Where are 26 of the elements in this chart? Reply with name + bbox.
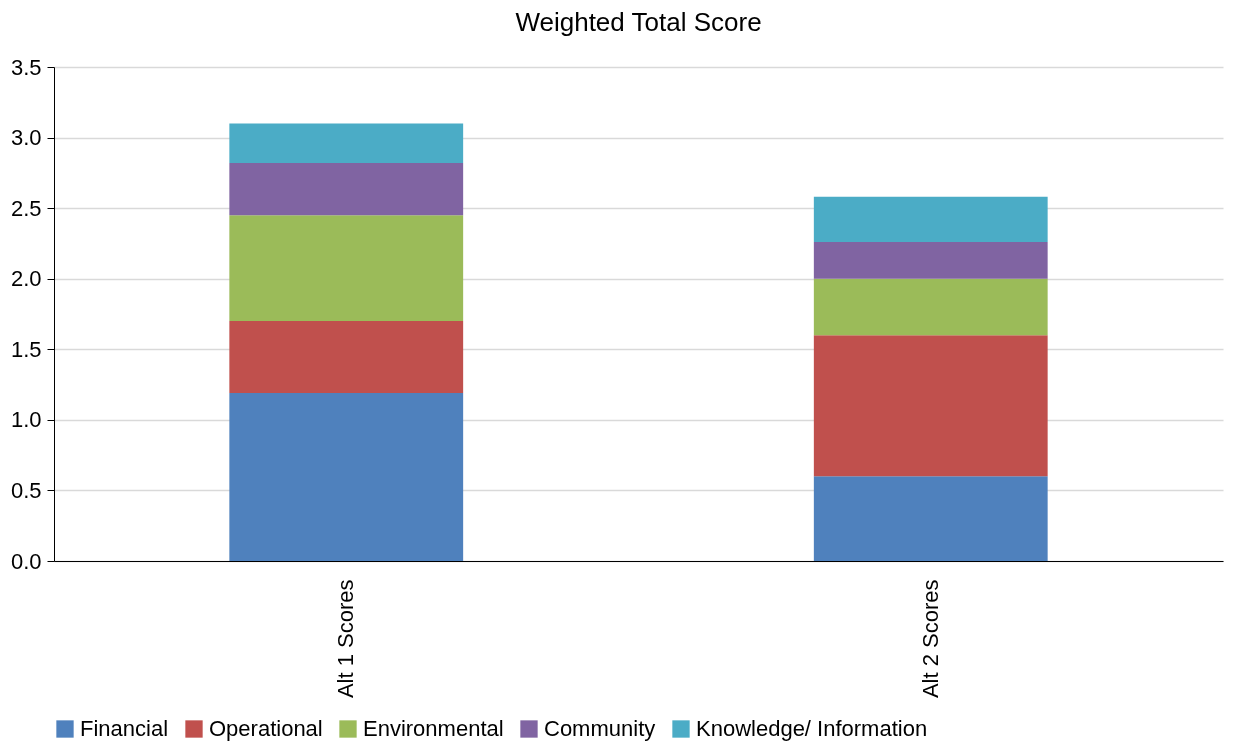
y-tick-label: 1.0 [10, 407, 42, 433]
legend-label: Environmental [363, 716, 504, 741]
legend-label: Financial [80, 716, 169, 741]
y-tick-label: 0.5 [10, 477, 42, 503]
y-tick-label: 3.5 [10, 54, 42, 80]
bar [813, 335, 1048, 477]
bar [229, 215, 464, 322]
legend-label: Knowledge/ Information [696, 716, 928, 741]
legend-label: Operational [209, 716, 323, 741]
bar [229, 321, 464, 394]
bar [813, 476, 1048, 561]
bar [813, 278, 1048, 336]
x-tick-label: Alt 1 Scores [333, 579, 359, 699]
legend-label: Community [544, 716, 656, 741]
y-tick-label: 2.5 [10, 195, 42, 221]
y-tick-label: 0.0 [10, 548, 42, 574]
bar [813, 242, 1048, 279]
bar [813, 196, 1048, 243]
y-tick-label: 3.0 [10, 125, 42, 151]
bar [229, 162, 464, 216]
bar [229, 393, 464, 561]
y-tick-label: 1.5 [10, 336, 42, 362]
x-tick-label: Alt 2 Scores [917, 579, 943, 699]
chart-title: Weighted Total Score [515, 7, 762, 37]
y-tick-label: 2.0 [10, 266, 42, 292]
bar [229, 123, 464, 163]
